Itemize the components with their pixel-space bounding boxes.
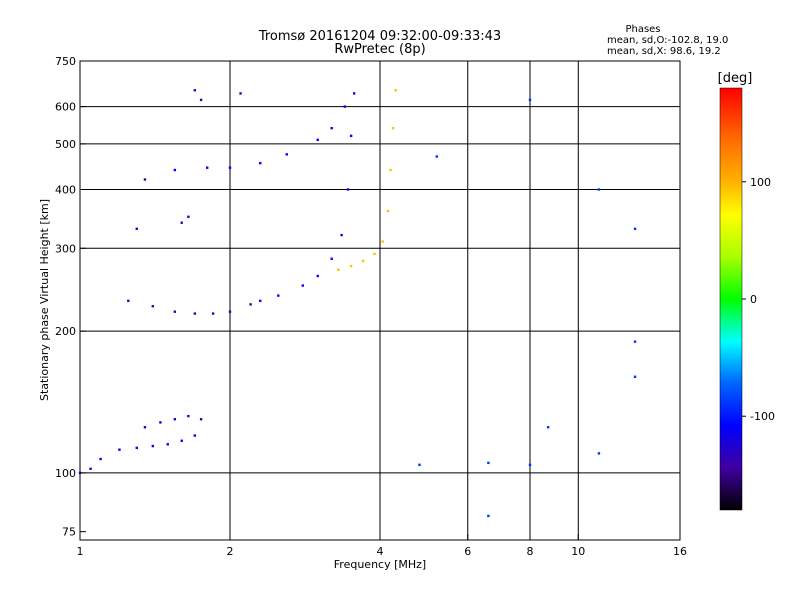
data-point <box>346 188 350 191</box>
data-point <box>349 134 353 138</box>
y-axis-label: Stationary phase Virtual Height [km] <box>38 199 51 401</box>
y-tick-label: 400 <box>55 183 76 196</box>
data-point <box>89 467 92 471</box>
y-tick-label: 300 <box>55 242 76 255</box>
x-tick-label: 2 <box>227 545 234 558</box>
data-point <box>349 264 353 268</box>
x-tick-label: 4 <box>377 545 384 558</box>
data-point <box>259 299 262 303</box>
data-point <box>228 166 232 169</box>
data-point <box>528 463 532 467</box>
data-point <box>277 294 280 297</box>
data-point <box>173 418 177 421</box>
colorbar-tick-label: 100 <box>750 176 771 189</box>
x-tick-label: 6 <box>464 545 471 558</box>
x-tick-label: 16 <box>673 545 687 558</box>
data-point <box>118 448 121 451</box>
data-point <box>487 514 490 518</box>
data-point <box>211 312 215 315</box>
data-point <box>205 166 209 169</box>
chart-subtitle: RwPretec (8p) <box>334 42 425 57</box>
data-point <box>187 414 190 418</box>
data-point <box>199 98 203 102</box>
x-tick-label: 10 <box>571 545 585 558</box>
colorbar-label: [deg] <box>718 71 753 86</box>
data-point <box>199 418 203 421</box>
colorbar-ticks: 100 0 -100 <box>742 176 775 423</box>
data-point <box>193 434 197 437</box>
data-point <box>373 252 376 256</box>
data-point <box>528 98 532 102</box>
data-point <box>597 188 601 191</box>
data-point <box>391 126 395 130</box>
data-point <box>597 452 601 455</box>
y-tick-label: 75 <box>62 526 76 539</box>
data-point <box>337 268 340 272</box>
data-point <box>127 299 130 303</box>
data-points <box>78 89 637 518</box>
data-point <box>487 461 490 465</box>
data-point <box>330 257 333 260</box>
data-point <box>143 426 147 429</box>
data-point <box>180 439 183 442</box>
data-point <box>361 259 365 263</box>
data-point <box>228 310 232 313</box>
data-point <box>151 304 155 308</box>
data-point <box>249 303 252 306</box>
data-point <box>285 153 288 156</box>
data-point <box>381 240 384 243</box>
data-point <box>316 274 319 278</box>
x-tick-label: 1 <box>77 545 84 558</box>
x-axis-label: Frequency [MHz] <box>334 558 426 571</box>
data-point <box>633 227 637 231</box>
phases-x-stats: mean, sd,X: 98.6, 19.2 <box>607 46 721 57</box>
chart-title: Tromsø 20161204 09:32:00-09:33:43 <box>258 29 501 44</box>
data-point <box>135 446 138 450</box>
data-point <box>633 375 637 378</box>
data-point <box>99 457 102 461</box>
data-point <box>343 105 347 108</box>
data-point <box>386 209 390 213</box>
x-tick-label: 8 <box>527 545 534 558</box>
data-point <box>173 310 177 313</box>
y-tick-label: 600 <box>55 101 76 114</box>
data-point <box>159 421 162 424</box>
data-point <box>173 168 177 172</box>
y-tick-label: 100 <box>55 467 76 480</box>
data-point <box>259 161 262 165</box>
data-point <box>151 444 155 448</box>
data-point <box>546 426 550 429</box>
data-point <box>193 312 197 315</box>
y-tick-label: 750 <box>55 55 76 68</box>
data-point <box>166 443 169 446</box>
data-point <box>239 92 242 95</box>
data-point <box>389 168 392 172</box>
data-point <box>180 221 183 224</box>
colorbar-tick-label: 0 <box>750 293 757 306</box>
data-point <box>143 178 147 181</box>
data-point <box>330 126 333 130</box>
data-point <box>633 340 637 343</box>
data-point <box>187 215 190 218</box>
data-point <box>135 227 138 231</box>
data-point <box>316 138 319 142</box>
data-point <box>394 89 397 92</box>
phases-o-stats: mean, sd,O:-102.8, 19.0 <box>607 35 728 46</box>
axes: 1 2 4 6 8 10 16 75 100 200 300 400 500 600 750 <box>55 55 687 558</box>
data-point <box>301 284 305 287</box>
data-point <box>340 233 343 237</box>
data-point <box>352 92 356 95</box>
phases-title: Phases <box>625 24 660 35</box>
grid-lines <box>80 61 680 540</box>
y-tick-label: 500 <box>55 138 76 151</box>
colorbar <box>719 87 743 511</box>
data-point <box>418 463 421 467</box>
data-point <box>193 89 197 92</box>
colorbar-tick-label: -100 <box>750 410 775 423</box>
data-point <box>435 155 438 158</box>
y-tick-label: 200 <box>55 325 76 338</box>
